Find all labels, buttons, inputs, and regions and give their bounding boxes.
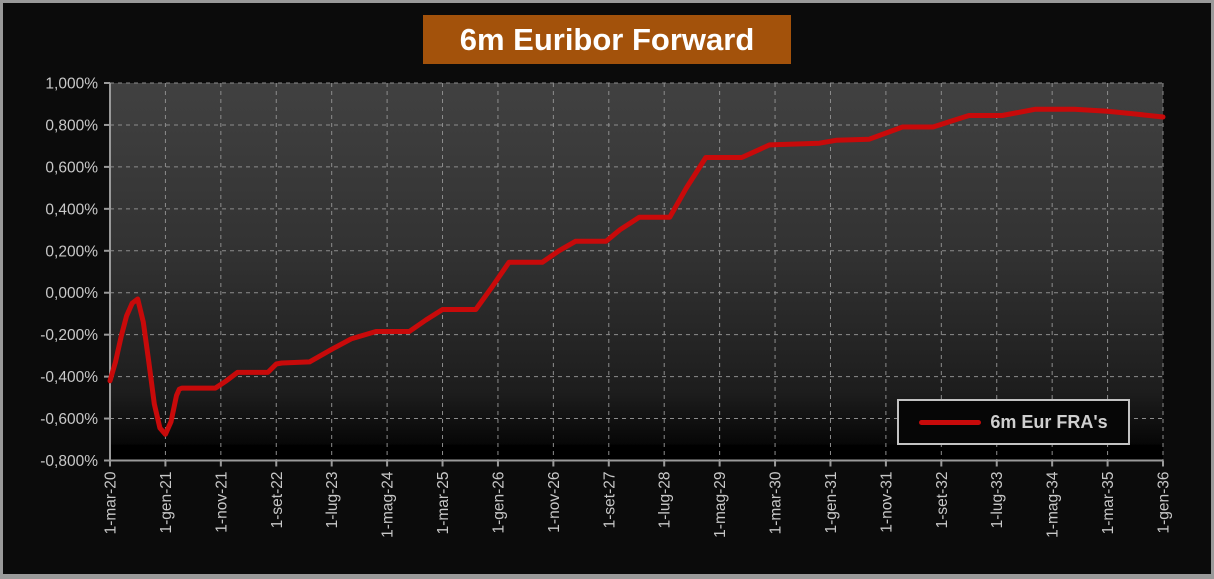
x-axis-tick-label: 1-gen-31 [823, 472, 840, 534]
x-axis-tick-label: 1-nov-31 [878, 472, 895, 533]
y-axis-tick-label: 0,200% [45, 243, 98, 260]
x-axis-tick-label: 1-nov-21 [213, 472, 230, 533]
plot-area [110, 83, 1163, 461]
y-axis-tick-label: 0,400% [45, 201, 98, 218]
legend: 6m Eur FRA's [897, 399, 1130, 445]
y-axis-tick-label: -0,800% [40, 453, 98, 470]
x-axis-tick-label: 1-gen-36 [1156, 472, 1173, 534]
x-axis-tick-label: 1-mag-34 [1045, 471, 1062, 538]
y-axis-tick-label: 1,000% [45, 76, 98, 93]
x-axis-tick-label: 1-mar-20 [103, 471, 120, 534]
y-axis-tick-label: 0,600% [45, 159, 98, 176]
y-axis-tick-label: -0,400% [40, 369, 98, 386]
x-axis-tick-label: 1-mag-24 [380, 471, 397, 538]
series-line-6m-eur-fras [107, 106, 1166, 437]
x-axis-tick-label: 1-set-27 [601, 472, 618, 529]
x-axis-tick-label: 1-lug-23 [324, 472, 341, 529]
x-axis-tick-label: 1-lug-28 [657, 472, 674, 529]
x-axis-tick-label: 1-gen-26 [490, 472, 507, 534]
x-axis-tick-label: 1-mag-29 [712, 472, 729, 538]
chart-canvas: 1,000% 0,800% 0,600% 0,400% 0,200% 0,000% -0,2… [40, 76, 1173, 538]
x-axis-tick-label: 1-set-32 [934, 472, 951, 529]
y-axis-tick-label: -0,600% [40, 411, 98, 428]
x-axis-tick-label: 1-mar-25 [435, 472, 452, 535]
x-axis-tick-label: 1-set-22 [269, 472, 286, 529]
legend-line-sample-icon [919, 419, 982, 425]
x-axis-tick-label: 1-mar-30 [768, 471, 785, 534]
x-axis-tick-label: 1-nov-26 [546, 472, 563, 533]
x-axis-tick-label: 1-gen-21 [158, 472, 175, 534]
y-axis-tick-label: -0,200% [40, 327, 98, 344]
y-axis-tick-label: 0,000% [45, 285, 98, 302]
x-axis-tick-label: 1-mar-35 [1100, 472, 1117, 535]
legend-label: 6m Eur FRA's [990, 411, 1108, 432]
chart-title: 6m Euribor Forward [423, 15, 791, 64]
y-axis-tick-label: 0,800% [45, 117, 98, 134]
x-axis-tick-label: 1-lug-33 [989, 472, 1006, 529]
